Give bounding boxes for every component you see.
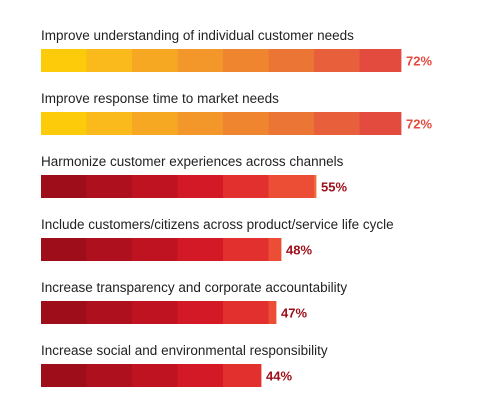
bar-segment [177, 301, 224, 324]
bar-segment [86, 175, 133, 198]
bar-segment [86, 112, 133, 135]
bar-segment [268, 112, 315, 135]
bar-segment [132, 301, 178, 324]
value-label: 72% [406, 117, 432, 132]
bar-segment [359, 112, 402, 135]
bar-segment [86, 301, 133, 324]
value-label: 44% [266, 369, 292, 384]
value-label: 72% [406, 54, 432, 69]
bar-segment [132, 112, 178, 135]
bar-segment [223, 238, 269, 261]
bar-segment [41, 175, 87, 198]
bar-segment [314, 112, 360, 135]
value-label: 47% [281, 306, 307, 321]
bar-segment [132, 364, 178, 387]
bar-segment [177, 364, 224, 387]
value-label: 48% [286, 243, 312, 258]
bar-segment [268, 49, 315, 72]
bar-segment [268, 238, 282, 261]
bar [41, 49, 402, 72]
bar-segment [359, 49, 402, 72]
bar-segment [177, 175, 224, 198]
bar-segment [41, 238, 87, 261]
bar-segment [41, 364, 87, 387]
value-label: 55% [321, 180, 347, 195]
category-label: Harmonize customer experiences across ch… [41, 154, 344, 169]
bar-segment [177, 112, 224, 135]
bar-segment [314, 49, 360, 72]
bar-segment [268, 301, 277, 324]
bar [41, 112, 402, 135]
bar [41, 175, 317, 198]
bar-segment [268, 175, 315, 198]
bar-segment [223, 364, 262, 387]
bar [41, 364, 262, 387]
bar-segment [86, 364, 133, 387]
bar-segment [223, 175, 269, 198]
bar-segment [223, 301, 269, 324]
bar [41, 238, 282, 261]
category-label: Increase social and environmental respon… [41, 343, 328, 358]
category-label: Increase transparency and corporate acco… [41, 280, 347, 295]
bar-segment [177, 238, 224, 261]
bar [41, 301, 277, 324]
bar-segment [132, 175, 178, 198]
bar-segment [41, 301, 87, 324]
bar-segment [177, 49, 224, 72]
bar-segment [86, 238, 133, 261]
bar-segment [86, 49, 133, 72]
bar-segment [41, 49, 87, 72]
category-label: Include customers/citizens across produc… [41, 217, 394, 232]
bar-segment [223, 49, 269, 72]
bar-segment [223, 112, 269, 135]
bar-segment [41, 112, 87, 135]
category-label: Improve understanding of individual cust… [41, 28, 354, 43]
bar-segment [132, 49, 178, 72]
bar-segment [314, 175, 317, 198]
category-label: Improve response time to market needs [41, 91, 279, 106]
bar-segment [132, 238, 178, 261]
